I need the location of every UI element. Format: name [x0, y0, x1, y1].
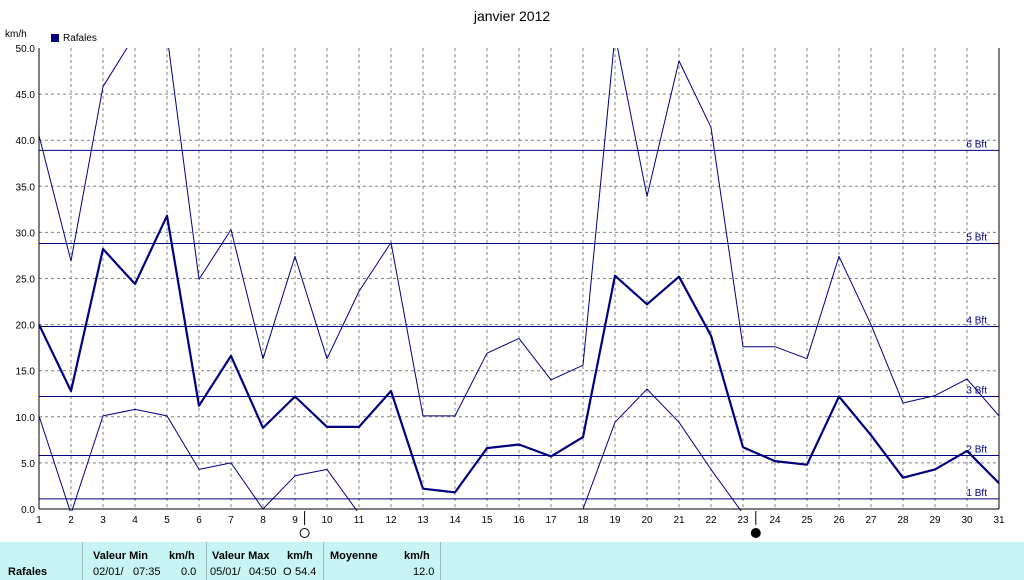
beaufort-label: 6 Bft — [966, 139, 987, 150]
avg-value: 12.0 — [413, 566, 435, 578]
legend: Rafales — [51, 33, 97, 44]
min-unit: km/h — [169, 550, 195, 562]
min-date: 02/01/ — [93, 566, 124, 578]
y-tick-label: 45.0 — [16, 90, 36, 101]
y-axis-unit: km/h — [5, 29, 27, 40]
series-line-3 — [582, 388, 742, 511]
x-tick-label: 10 — [321, 515, 333, 526]
x-tick-label: 27 — [865, 515, 877, 526]
summary-panel: Rafales Valeur Min km/h 02/01/ 07:35 0.0… — [0, 542, 1024, 580]
summary-avg-cell: Moyenne km/h 12.0 — [324, 542, 441, 580]
max-date: 05/01/ — [210, 566, 241, 578]
summary-row-label: Rafales — [8, 566, 48, 578]
x-tick-label: 22 — [705, 515, 717, 526]
series — [39, 48, 999, 511]
x-tick-label: 2 — [68, 515, 74, 526]
x-tick-label: 13 — [417, 515, 429, 526]
x-tick-label: 8 — [260, 515, 266, 526]
x-tick-label: 5 — [164, 515, 170, 526]
x-tick-label: 11 — [354, 515, 365, 526]
axes: 1 2 3 4 5 6 7 8 9 10 11 12 13 14 15 16 17 18 19 20 21 22 23 24 2… — [16, 44, 1005, 526]
summary-min-cell: Valeur Min km/h 02/01/ 07:35 0.0 — [83, 542, 207, 580]
x-tick-label: 21 — [673, 515, 685, 526]
x-tick-label: 7 — [228, 515, 234, 526]
x-tick-label: 26 — [833, 515, 845, 526]
avg-unit: km/h — [404, 550, 430, 562]
y-tick-label: 10.0 — [16, 413, 36, 424]
beaufort-label: 1 Bft — [966, 488, 987, 499]
x-tick-label: 14 — [449, 515, 461, 526]
x-tick-label: 12 — [385, 515, 397, 526]
y-tick-label: 35.0 — [16, 182, 36, 193]
max-value: 54.4 — [295, 566, 317, 578]
x-tick-label: 18 — [577, 515, 589, 526]
avg-header: Moyenne — [330, 550, 378, 562]
y-tick-label: 20.0 — [16, 321, 36, 332]
x-tick-label: 15 — [481, 515, 493, 526]
legend-swatch — [51, 34, 59, 42]
x-tick-label: 31 — [993, 515, 1005, 526]
x-tick-label: 4 — [132, 515, 138, 526]
min-header: Valeur Min — [93, 550, 149, 562]
max-header: Valeur Max — [212, 550, 270, 562]
legend-label: Rafales — [63, 33, 97, 44]
x-tick-label: 9 — [292, 515, 298, 526]
series-line-3 — [39, 408, 358, 511]
max-flag: O — [283, 566, 292, 578]
summary-max-cell: Valeur Max km/h 05/01/ 04:50 O 54.4 — [207, 542, 324, 580]
x-tick-label: 16 — [513, 515, 525, 526]
y-tick-label: 5.0 — [21, 459, 35, 470]
min-value: 0.0 — [181, 566, 197, 578]
series-line-2 — [39, 48, 999, 417]
y-tick-label: 50.0 — [16, 44, 36, 55]
x-tick-label: 17 — [545, 515, 557, 526]
y-tick-label: 25.0 — [16, 275, 36, 286]
x-tick-label: 20 — [641, 515, 653, 526]
full-moon-icon — [299, 528, 310, 538]
x-tick-label: 25 — [801, 515, 813, 526]
x-tick-label: 29 — [929, 515, 941, 526]
y-tick-label: 0.0 — [21, 505, 35, 516]
y-tick-label: 40.0 — [16, 136, 36, 147]
beaufort-label: 4 Bft — [966, 315, 987, 326]
x-tick-label: 19 — [609, 515, 621, 526]
moon-markers — [299, 511, 761, 538]
max-unit: km/h — [287, 550, 313, 562]
new-moon-icon — [750, 528, 761, 538]
x-tick-label: 23 — [737, 515, 749, 526]
beaufort-label: 5 Bft — [966, 232, 987, 243]
x-tick-label: 30 — [961, 515, 973, 526]
y-tick-label: 30.0 — [16, 228, 36, 239]
chart-title: janvier 2012 — [473, 8, 550, 24]
x-tick-label: 3 — [100, 515, 106, 526]
summary-label-cell: Rafales — [0, 542, 83, 580]
y-tick-label: 15.0 — [16, 367, 36, 378]
x-tick-label: 28 — [897, 515, 909, 526]
series-line-rafales — [39, 214, 999, 494]
x-tick-label: 24 — [769, 515, 781, 526]
x-tick-label: 6 — [196, 515, 202, 526]
beaufort-label: 2 Bft — [966, 445, 987, 456]
min-time: 07:35 — [133, 566, 161, 578]
x-tick-label: 1 — [36, 515, 42, 526]
max-time: 04:50 — [249, 566, 277, 578]
grid — [39, 48, 999, 509]
